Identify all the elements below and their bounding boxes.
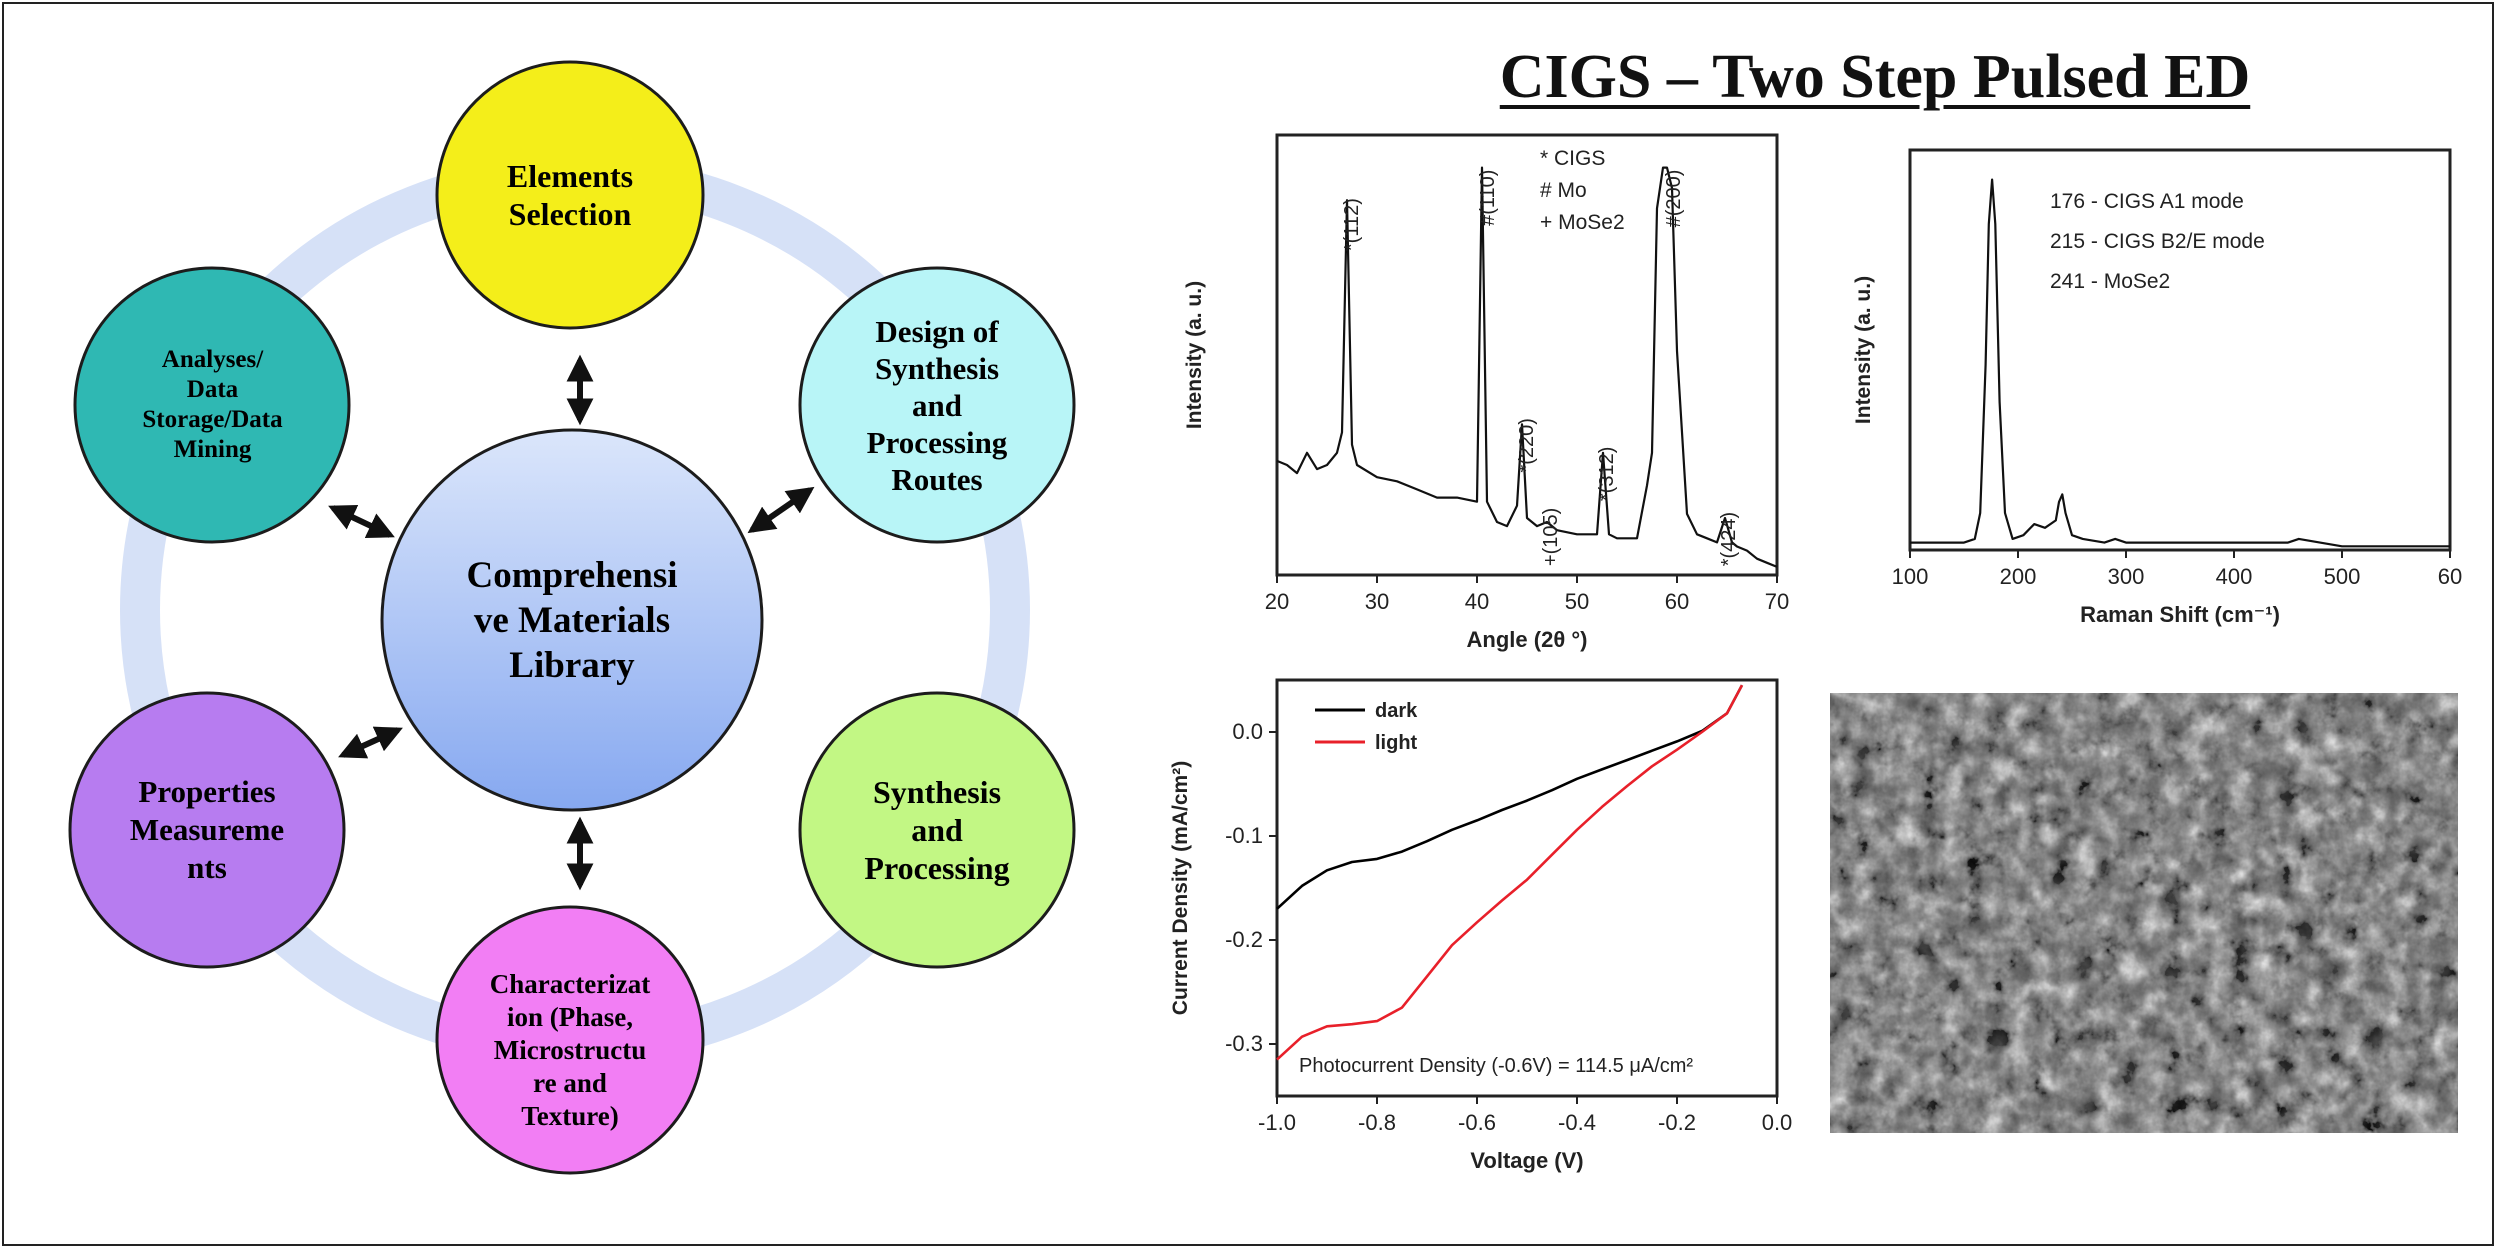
xrd-peak-label: *(312) <box>1596 447 1618 501</box>
xrd-legend-entry: + MoSe2 <box>1540 211 1625 234</box>
x-tick-label: 400 <box>2216 564 2253 589</box>
node-properties-label: Properties Measureme nts <box>129 774 285 885</box>
y-axis-label: Intensity (a. u.) <box>1852 276 1875 424</box>
x-tick-label: -0.6 <box>1458 1110 1496 1135</box>
xrd-legend-entry: * CIGS <box>1540 147 1605 170</box>
xrd-peak-label: #(200) <box>1663 170 1685 228</box>
arrow-analyses-center <box>328 505 395 538</box>
node-analyses-label: Analyses/ Data Storage/Data Mining <box>142 346 283 463</box>
x-tick-label: 60 <box>1665 589 1689 614</box>
x-tick-label: 40 <box>1465 589 1489 614</box>
xrd-peak-label: *(220) <box>1516 418 1538 472</box>
node-characterization-label: Characterizat ion (Phase, Microstructu r… <box>489 968 651 1131</box>
x-tick-label: 30 <box>1365 589 1389 614</box>
center-node-label: Comprehensi ve Materials Library <box>466 554 678 686</box>
raman-legend-entry: 215 - CIGS B2/E mode <box>2050 230 2265 253</box>
node-design-circle <box>798 266 1076 544</box>
x-tick-label: -1.0 <box>1258 1110 1296 1135</box>
center-node-circle <box>380 428 764 812</box>
y-tick-label: -0.2 <box>1225 927 1263 952</box>
arrow-properties-center <box>338 726 403 759</box>
x-tick-label: 200 <box>2000 564 2037 589</box>
raman-chart: 100 200 300 400 500 60 Raman Shift (cm⁻¹) Inten… <box>1852 148 2462 627</box>
y-tick-label: -0.3 <box>1225 1031 1263 1056</box>
plot-frame <box>1275 133 1779 577</box>
x-tick-label: 0.0 <box>1762 1110 1793 1135</box>
series-line-light <box>1276 684 1744 1061</box>
xrd-legend-entry: # Mo <box>1540 179 1587 202</box>
series-line-0 <box>1910 178 2450 548</box>
node-design-label: Design of Synthesis and Processing Route… <box>866 313 1008 497</box>
node-characterization-circle <box>435 905 705 1175</box>
y-tick-label: 0.0 <box>1232 719 1263 744</box>
xrd-chart: 20 30 40 50 60 70 Angle (2θ °) Intensity (a. u.… <box>1183 133 1789 652</box>
node-analyses-circle <box>73 266 351 544</box>
materials-cycle-diagram <box>68 60 1076 1175</box>
y-tick-label: -0.1 <box>1225 823 1263 848</box>
jv-annotation: Photocurrent Density (-0.6V) = 114.5 μA/… <box>1299 1055 1693 1077</box>
x-tick-label: 100 <box>1892 564 1929 589</box>
page-title: CIGS – Two Step Pulsed ED <box>1499 43 2251 111</box>
x-tick-label: 300 <box>2108 564 2145 589</box>
x-tick-label: -0.8 <box>1358 1110 1396 1135</box>
xrd-peak-label: *(424) <box>1718 512 1740 566</box>
x-tick-label: -0.4 <box>1558 1110 1596 1135</box>
plot-frame <box>1275 678 1779 1098</box>
raman-legend-entry: 241 - MoSe2 <box>2050 270 2170 293</box>
xrd-peak-label: #(110) <box>1477 170 1499 226</box>
jv-legend-label-light: light <box>1375 732 1418 754</box>
x-tick-label: 70 <box>1765 589 1789 614</box>
xrd-peak-label: *(112) <box>1341 198 1363 251</box>
series-line-dark <box>1276 684 1744 910</box>
x-axis-label: Raman Shift (cm⁻¹) <box>2080 602 2280 627</box>
jv-legend-label-dark: dark <box>1375 700 1418 722</box>
node-synthesis-circle <box>798 691 1076 969</box>
jv-chart: -1.0 -0.8 -0.6 -0.4 -0.2 0.0 0.0 -0.1 -0.2 -0.3 Vo… <box>1169 678 1793 1173</box>
xrd-peak-label: +(105) <box>1540 508 1562 566</box>
plot-frame <box>1908 148 2452 552</box>
y-axis-label: Current Density (mA/cm²) <box>1169 761 1192 1015</box>
x-tick-label: 50 <box>1565 589 1589 614</box>
node-properties-circle <box>68 691 346 969</box>
x-axis-label: Voltage (V) <box>1470 1148 1583 1173</box>
x-tick-label: 60 <box>2438 564 2462 589</box>
x-tick-label: 500 <box>2324 564 2361 589</box>
node-elements-circle <box>435 60 705 330</box>
y-axis-label: Intensity (a. u.) <box>1183 281 1206 429</box>
node-elements-label: Elements Selection <box>506 158 634 232</box>
node-synthesis-label: Synthesis and Processing <box>864 774 1010 886</box>
x-tick-label: -0.2 <box>1658 1110 1696 1135</box>
raman-legend-entry: 176 - CIGS A1 mode <box>2050 190 2244 213</box>
x-axis-label: Angle (2θ °) <box>1467 627 1588 652</box>
sem-micrograph <box>1830 693 2458 1133</box>
x-tick-label: 20 <box>1265 589 1289 614</box>
series-line-0 <box>1276 166 1778 568</box>
arrow-design-center <box>747 486 815 534</box>
